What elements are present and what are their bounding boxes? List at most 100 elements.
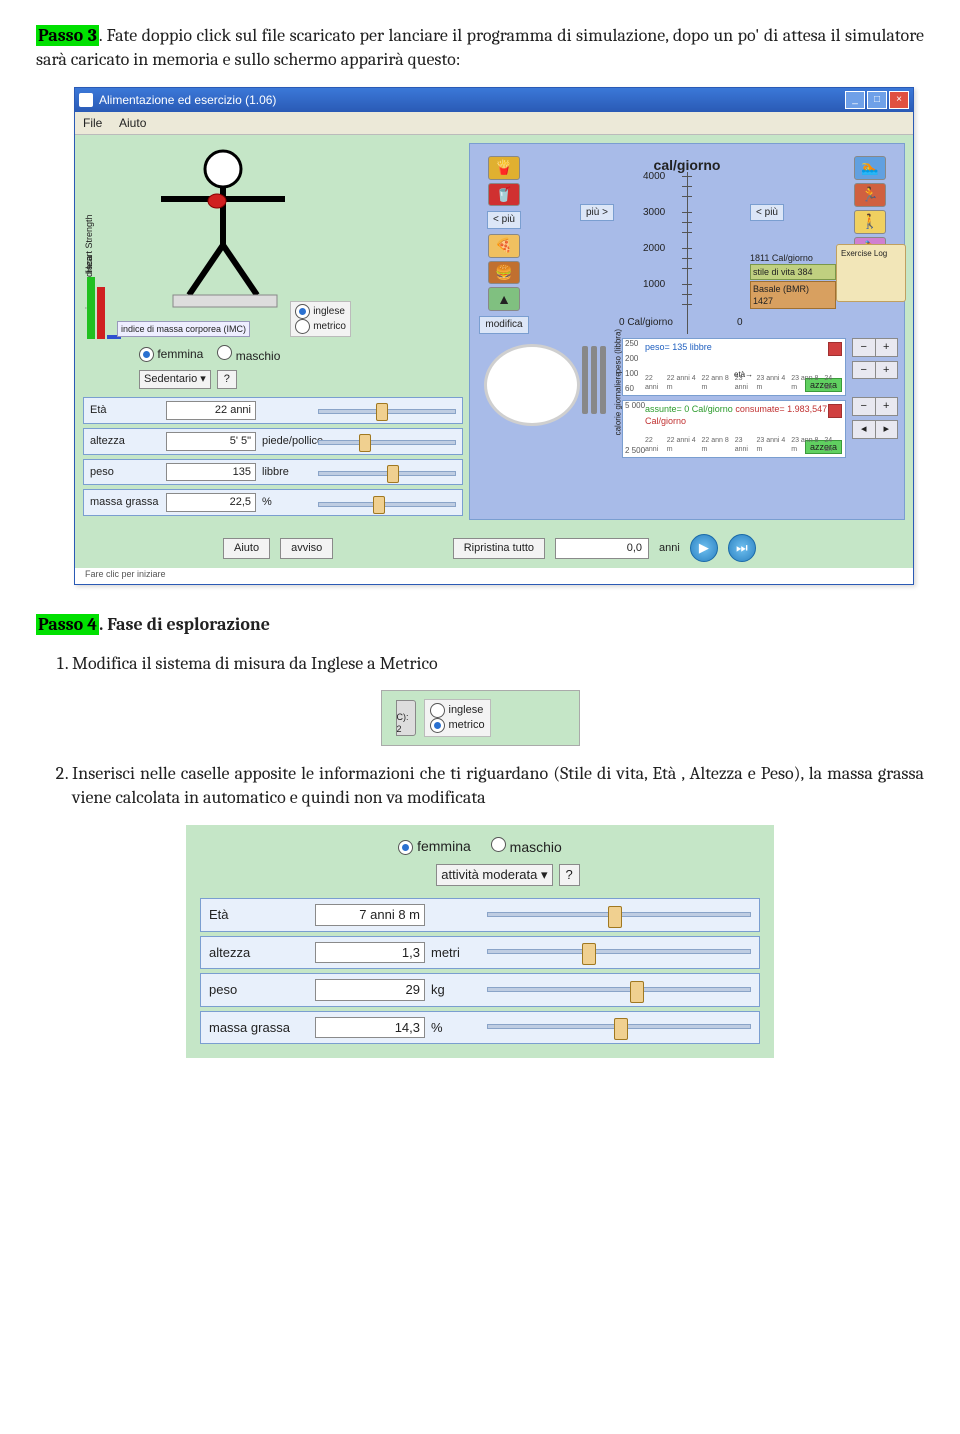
figure-box: Heart Strength pressione cardiaca indice…	[83, 143, 463, 339]
food-burger-icon[interactable]: 🍔	[488, 261, 520, 285]
row-peso-label: peso	[90, 465, 160, 480]
step4-suffix: . Fase di esplorazione	[99, 614, 270, 635]
years-value: 0,0	[555, 538, 649, 559]
menu-file[interactable]: File	[83, 116, 102, 130]
step3-label: Passo 3	[36, 25, 99, 46]
activity-swim-icon[interactable]: 🏊	[854, 156, 886, 180]
inset2-gender-male[interactable]: maschio	[491, 837, 562, 857]
gender-male-radio[interactable]: maschio	[217, 345, 280, 364]
row-peso-value[interactable]: 135	[166, 463, 256, 482]
inset2-mg-unit: %	[431, 1019, 481, 1037]
hint-line: Fare clic per iniziare	[75, 568, 913, 584]
inset-radio-inglese[interactable]: inglese	[430, 703, 485, 718]
spinner-1[interactable]: −+	[852, 338, 898, 357]
exercise-log-icon[interactable]: Exercise Log	[836, 244, 906, 302]
cal-assunte: assunte= 0 Cal/giorno	[645, 404, 733, 414]
unit-inglese-radio[interactable]: inglese	[295, 304, 346, 319]
activity-column: 🏊 🏃 🚶 🚴 🧘	[842, 150, 898, 336]
calories-chart: calorie giornaliere 5 0002 500 assunte= …	[622, 400, 846, 458]
ripristina-button[interactable]: Ripristina tutto	[453, 538, 545, 559]
step-button[interactable]: ⏭	[728, 534, 756, 562]
inset2-alt-slider[interactable]	[487, 943, 751, 961]
bmr-total: 1811 Cal/giorno	[750, 252, 836, 264]
bottom-bar: Aiuto avviso Ripristina tutto 0,0 anni ▶…	[75, 528, 913, 568]
spinner-4[interactable]: ◂▸	[852, 420, 898, 439]
lifestyle-help-button[interactable]: ?	[217, 370, 237, 389]
inset2-alt-value[interactable]: 1,3	[315, 942, 425, 964]
activity-run-icon[interactable]: 🏃	[854, 183, 886, 207]
titlebar: Alimentazione ed esercizio (1.06) _ □ ×	[75, 88, 913, 112]
row-mg-unit: %	[262, 495, 312, 510]
inset2-lifestyle-select[interactable]: attività moderata ▾	[436, 864, 552, 886]
spinner-2[interactable]: −+	[852, 361, 898, 380]
list-item-1: Modifica il sistema di misura da Inglese…	[72, 652, 924, 676]
step4-label: Passo 4	[36, 614, 99, 635]
row-peso-unit: libbre	[262, 465, 312, 480]
row-mg-slider[interactable]	[318, 496, 456, 510]
unit-metrico-radio[interactable]: metrico	[295, 319, 346, 334]
controls-inset: femmina maschio attività moderata ▾ ? Et…	[186, 825, 774, 1059]
play-button[interactable]: ▶	[690, 534, 718, 562]
activity-prev-button[interactable]: < più	[750, 204, 784, 222]
inset2-peso-value[interactable]: 29	[315, 979, 425, 1001]
inset2-mg-value[interactable]: 14,3	[315, 1017, 425, 1039]
inset2-row-alt: altezza 1,3 metri	[200, 936, 760, 970]
spinner-3[interactable]: −+	[852, 397, 898, 416]
inset-radio-metrico[interactable]: metrico	[430, 718, 485, 733]
bmr-box: 1811 Cal/giorno stile di vita 384 Basale…	[750, 252, 836, 310]
row-eta-slider[interactable]	[318, 403, 456, 417]
food-modifica-button[interactable]: modifica	[479, 316, 528, 334]
row-peso: peso 135 libbre	[83, 459, 463, 486]
bmr-lifestyle: stile di vita 384	[750, 264, 836, 280]
inset2-help-button[interactable]: ?	[559, 864, 580, 886]
unit-inset-edge: C): 2	[396, 700, 416, 736]
minimize-button[interactable]: _	[845, 91, 865, 109]
inset2-peso-slider[interactable]	[487, 981, 751, 999]
row-alt-value[interactable]: 5' 5"	[166, 432, 256, 451]
inset2-gender-female[interactable]: femmina	[398, 837, 471, 856]
row-mg-label: massa grassa	[90, 495, 160, 510]
food-fries-icon[interactable]: 🍟	[488, 156, 520, 180]
menubar: File Aiuto	[75, 112, 913, 135]
inset2-eta-value[interactable]: 7 anni 8 m	[315, 904, 425, 926]
maximize-button[interactable]: □	[867, 91, 887, 109]
food-prev-button[interactable]: < più	[487, 211, 521, 229]
years-unit: anni	[659, 541, 680, 556]
calories-chart-ylabel: calorie giornaliere	[614, 372, 625, 435]
row-mg-value[interactable]: 22,5	[166, 493, 256, 512]
window-title: Alimentazione ed esercizio (1.06)	[99, 92, 276, 108]
row-peso-slider[interactable]	[318, 465, 456, 479]
lifestyle-select[interactable]: Sedentario ▾	[139, 370, 211, 389]
inset2-alt-label: altezza	[209, 944, 309, 962]
health-bars-icon	[87, 269, 121, 339]
menu-aiuto[interactable]: Aiuto	[119, 116, 146, 130]
row-eta: Età 22 anni	[83, 397, 463, 424]
inset2-eta-slider[interactable]	[487, 906, 751, 924]
bmr-basale-label: Basale (BMR)	[753, 283, 833, 295]
inset2-eta-label: Età	[209, 906, 309, 924]
left-panel: Heart Strength pressione cardiaca indice…	[83, 143, 463, 520]
plate-icon	[476, 338, 616, 424]
food-pizza-icon[interactable]: 🍕	[488, 234, 520, 258]
inset2-mg-label: massa grassa	[209, 1019, 309, 1037]
activity-walk-icon[interactable]: 🚶	[854, 210, 886, 234]
row-eta-value[interactable]: 22 anni	[166, 401, 256, 420]
inset2-peso-unit: kg	[431, 981, 481, 999]
calories-chart-close-button[interactable]	[828, 404, 842, 418]
unit-radios: inglese metrico	[290, 301, 351, 337]
axis-next-button[interactable]: più >	[580, 204, 614, 222]
gender-female-radio[interactable]: femmina	[139, 346, 203, 362]
row-alt-slider[interactable]	[318, 434, 456, 448]
app-body: Heart Strength pressione cardiaca indice…	[75, 135, 913, 528]
weight-chart-close-button[interactable]	[828, 342, 842, 356]
close-button[interactable]: ×	[889, 91, 909, 109]
aiuto-button[interactable]: Aiuto	[223, 538, 270, 559]
inset2-mg-slider[interactable]	[487, 1018, 751, 1036]
inset2-row-peso: peso 29 kg	[200, 973, 760, 1007]
avviso-button[interactable]: avviso	[280, 538, 333, 559]
food-pyramid-icon[interactable]: ▲	[488, 287, 520, 311]
row-alt-unit: piede/pollice	[262, 434, 312, 449]
food-soda-icon[interactable]: 🥤	[488, 183, 520, 207]
bmr-value: 1427	[753, 295, 833, 307]
food-column: 🍟 🥤 < più 🍕 🍔 ▲ modifica	[476, 150, 532, 336]
